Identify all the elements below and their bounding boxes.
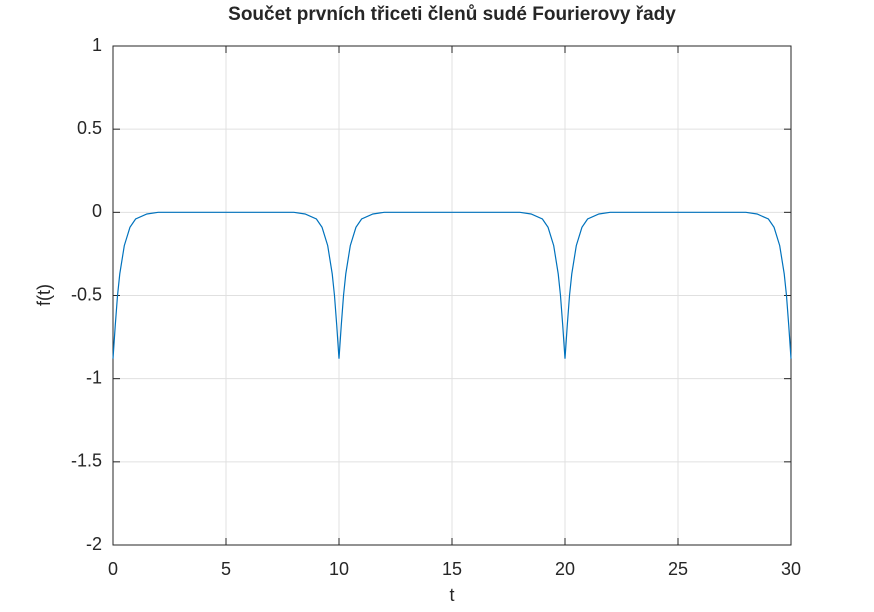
y-axis-label: f(t) [34,284,54,306]
y-tick-label: 0.5 [77,118,102,138]
x-axis-label: t [449,585,454,605]
x-tick-label: 5 [221,559,231,579]
x-tick-label: 0 [108,559,118,579]
chart-title: Součet prvních třiceti členů sudé Fourie… [228,4,676,25]
x-tick-label: 10 [329,559,349,579]
line [112,211,792,359]
y-tick-label: -2 [86,534,102,554]
x-tick-label: 25 [668,559,688,579]
x-tick-label: 30 [781,559,801,579]
y-tick-label: -0.5 [71,284,102,304]
y-tick-label: -1.5 [71,451,102,471]
y-tick-label: 1 [92,35,102,55]
x-tick-label: 20 [555,559,575,579]
x-tick-label: 15 [442,559,462,579]
y-tick-label: 0 [92,201,102,221]
y-tick-label: -1 [86,367,102,387]
plot-frame [112,45,792,546]
